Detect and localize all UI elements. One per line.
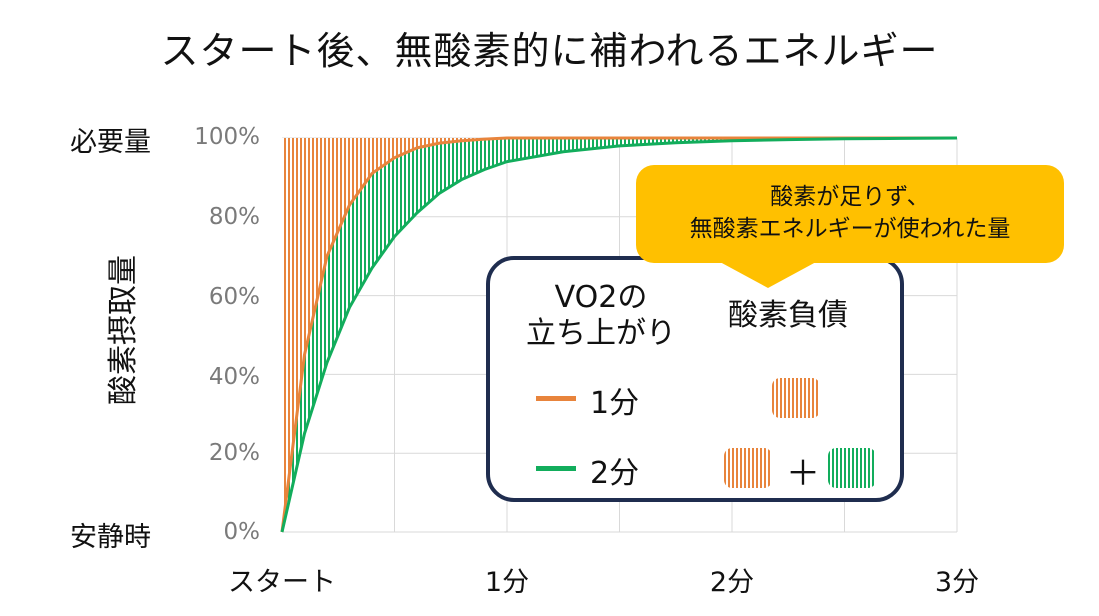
legend-col2-header: 酸素負債 xyxy=(728,298,848,333)
legend-box: VO2の 立ち上がり 酸素負債 1分 2分 ＋ xyxy=(486,256,904,502)
y-tick-label: 40% xyxy=(208,364,260,390)
y-tick-label: 60% xyxy=(208,284,260,310)
y-tick-label: 100% xyxy=(194,124,260,150)
callout-line1: 酸素が足りず、 xyxy=(770,184,930,210)
legend-col1-header-line1: VO2の xyxy=(554,280,648,315)
legend-plus: ＋ xyxy=(786,454,820,494)
x-tick-label: スタート xyxy=(228,567,336,598)
legend-col1-header-line2: 立ち上がり xyxy=(526,316,676,351)
y-tick-label: 20% xyxy=(208,440,260,466)
y-tick-label: 0% xyxy=(223,519,261,545)
legend-green-line-swatch xyxy=(536,466,576,471)
y-side-label-top: 必要量 xyxy=(70,127,151,158)
legend-row2-label: 2分 xyxy=(590,456,640,491)
oxygen-debt-callout: 酸素が足りず、 無酸素エネルギーが使われた量 xyxy=(636,165,1064,263)
callout-pointer xyxy=(720,262,816,288)
legend-orange-line-swatch xyxy=(536,396,576,401)
legend-orange-pattern-swatch xyxy=(772,378,820,418)
chart-title: スタート後、無酸素的に補われるエネルギー xyxy=(160,29,939,73)
legend-green-pattern-swatch xyxy=(828,448,876,488)
y-tick-label: 80% xyxy=(208,204,260,230)
callout-line2: 無酸素エネルギーが使われた量 xyxy=(689,216,1011,242)
legend-row1-label: 1分 xyxy=(590,386,640,421)
oxygen-debt-area-1min xyxy=(282,138,957,532)
legend-orange-pattern-swatch-2 xyxy=(724,448,772,488)
x-tick-label: 2分 xyxy=(709,567,755,598)
x-tick-label: 3分 xyxy=(934,567,980,598)
legend-col1-header: VO2の 立ち上がり xyxy=(516,280,686,352)
y-side-label-bottom: 安静時 xyxy=(70,522,151,553)
x-tick-label: 1分 xyxy=(484,567,530,598)
